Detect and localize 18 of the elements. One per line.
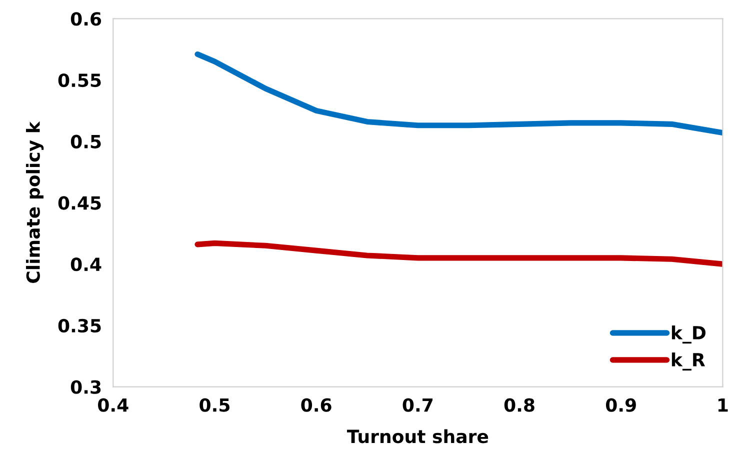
y-tick-label: 0.6 (70, 12, 102, 26)
x-tick-label: 1 (718, 398, 728, 412)
y-tick-label: 0.45 (58, 196, 101, 210)
x-tick-label: 0.7 (402, 398, 432, 412)
y-axis-title: Climate policy k (26, 121, 44, 283)
x-tick-label: 0.6 (301, 398, 332, 412)
y-tick-label: 0.4 (70, 258, 102, 272)
x-tick-label: 0.4 (98, 398, 128, 412)
legend-label: k_D (672, 326, 706, 344)
x-tick-label: 0.9 (606, 398, 636, 412)
y-tick-label: 0.55 (58, 73, 101, 88)
x-tick-label: 0.5 (200, 398, 230, 412)
y-tick-label: 0.5 (70, 134, 101, 148)
legend-label: k_R (672, 352, 706, 371)
y-tick-label: 0.3 (70, 380, 101, 394)
x-axis-title: Turnout share (346, 429, 488, 444)
x-tick-label: 0.8 (504, 398, 534, 412)
y-tick-label: 0.35 (58, 318, 101, 333)
